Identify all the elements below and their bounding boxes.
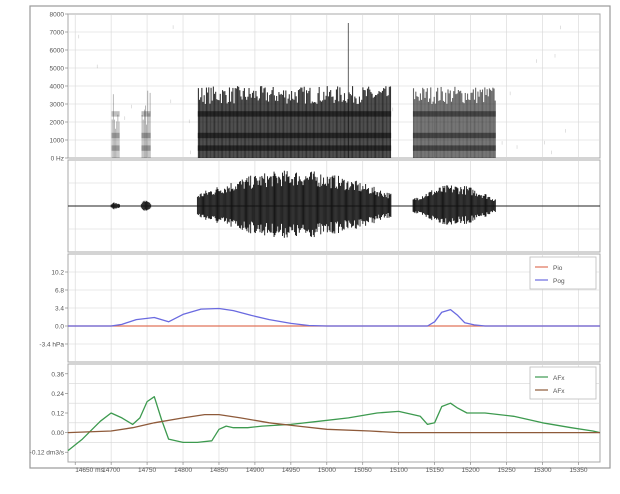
y-tick-label: 0.00 (51, 430, 64, 437)
spectrogram-tick-label: 2000 (50, 120, 65, 127)
spectrogram-panel: 8000 7000 6000 5000 4000 3000 2000 1000 0 Hz (50, 12, 600, 163)
time-tick-label: 15200 (462, 467, 480, 474)
time-tick-label: 15300 (533, 467, 551, 474)
y-tick-label: -3.4 hPa (39, 342, 64, 349)
pressure-panel: 10.2 6.8 3.4 0.0 -3.4 hPa Pio Pog (39, 254, 600, 362)
spectrogram-tick-label: 4000 (50, 84, 65, 91)
spectrogram-tick-label: 1000 (50, 138, 65, 145)
time-tick-label: 14800 (174, 467, 192, 474)
pressure-legend: Pio Pog (530, 257, 596, 289)
legend-pio-label: Pio (553, 265, 563, 272)
spectrogram-tick-label: 5000 (50, 66, 65, 73)
waveform-panel (68, 160, 600, 252)
time-tick-label: 15350 (569, 467, 587, 474)
y-tick-label: 3.4 (55, 306, 64, 313)
time-tick-label: 14950 (282, 467, 300, 474)
time-tick-label: 15150 (426, 467, 444, 474)
airflow-panel: 0.36 0.24 0.12 0.00 -0.12 dm3/s AFx AFx (30, 364, 600, 462)
y-tick-label: 0.12 (51, 411, 64, 418)
spectrogram-tick-label: 8000 (50, 12, 65, 19)
time-tick-label: 14700 (102, 467, 120, 474)
legend-afx-green-label: AFx (553, 375, 565, 382)
time-tick-label: 15100 (390, 467, 408, 474)
time-tick-label: 14900 (246, 467, 264, 474)
y-tick-label: -0.12 dm3/s (30, 450, 65, 457)
y-tick-label: 10.2 (51, 270, 64, 277)
airflow-frame (68, 364, 600, 462)
y-tick-label: 6.8 (55, 288, 64, 295)
spectrogram-tick-label: 3000 (50, 102, 65, 109)
y-tick-label: 0.24 (51, 391, 64, 398)
time-tick-label: 15050 (354, 467, 372, 474)
time-tick-label: 15000 (318, 467, 336, 474)
time-tick-label: 14850 (210, 467, 228, 474)
spectrogram-tick-label: 0 Hz (51, 156, 64, 163)
time-tick-label: 14650 ms (75, 467, 104, 474)
y-tick-label: 0.36 (51, 371, 64, 378)
legend-pog-label: Pog (553, 278, 565, 285)
y-tick-label: 0.0 (55, 324, 64, 331)
spectrogram-tick-label: 7000 (50, 30, 65, 37)
airflow-legend: AFx AFx (530, 367, 596, 399)
time-tick-label: 14750 (138, 467, 156, 474)
time-tick-label: 15250 (498, 467, 516, 474)
legend-afx-brown-label: AFx (553, 388, 565, 395)
spectrogram-tick-label: 6000 (50, 48, 65, 55)
